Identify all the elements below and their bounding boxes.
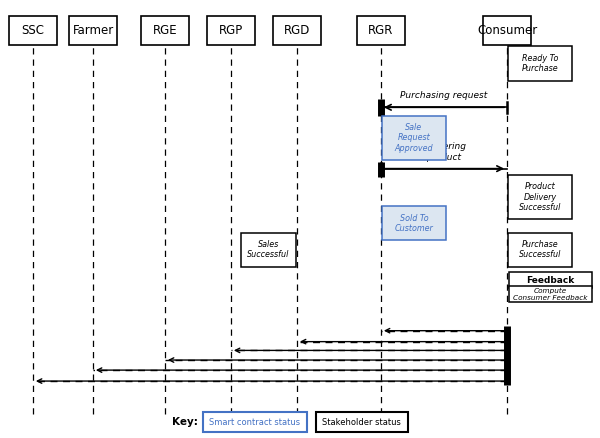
Text: Ready To
Purchase: Ready To Purchase (521, 54, 559, 73)
Text: Sales
Successful: Sales Successful (247, 240, 290, 259)
Text: Product
Delivery
Successful: Product Delivery Successful (519, 182, 561, 212)
Text: Delivering
product: Delivering product (421, 142, 467, 162)
Text: Compute
Consumer Feedback: Compute Consumer Feedback (513, 288, 588, 301)
FancyBboxPatch shape (69, 16, 117, 45)
Text: Sold To
Customer: Sold To Customer (395, 214, 433, 233)
Text: SSC: SSC (22, 24, 44, 37)
FancyBboxPatch shape (508, 46, 572, 81)
FancyBboxPatch shape (382, 206, 446, 240)
Text: Feedback: Feedback (526, 276, 575, 285)
Text: Key:: Key: (172, 417, 198, 427)
Text: RGE: RGE (152, 24, 178, 37)
FancyBboxPatch shape (509, 272, 592, 288)
Text: RGD: RGD (284, 24, 310, 37)
Text: RGP: RGP (219, 24, 243, 37)
FancyBboxPatch shape (483, 16, 531, 45)
FancyBboxPatch shape (203, 412, 307, 432)
Text: Consumer: Consumer (477, 24, 537, 37)
Text: Purchase
Successful: Purchase Successful (519, 240, 561, 259)
FancyBboxPatch shape (508, 175, 572, 219)
FancyBboxPatch shape (9, 16, 57, 45)
FancyBboxPatch shape (207, 16, 255, 45)
Text: Smart contract status: Smart contract status (209, 418, 301, 427)
FancyBboxPatch shape (509, 286, 592, 302)
FancyBboxPatch shape (357, 16, 405, 45)
Text: Farmer: Farmer (73, 24, 113, 37)
FancyBboxPatch shape (241, 233, 296, 267)
Text: Stakeholder status: Stakeholder status (322, 418, 401, 427)
FancyBboxPatch shape (508, 233, 572, 267)
FancyBboxPatch shape (273, 16, 321, 45)
Text: RGR: RGR (368, 24, 394, 37)
FancyBboxPatch shape (382, 116, 446, 160)
FancyBboxPatch shape (141, 16, 189, 45)
Text: Purchasing request: Purchasing request (400, 91, 488, 100)
FancyBboxPatch shape (316, 412, 408, 432)
Text: Sale
Request
Approved: Sale Request Approved (395, 123, 433, 153)
